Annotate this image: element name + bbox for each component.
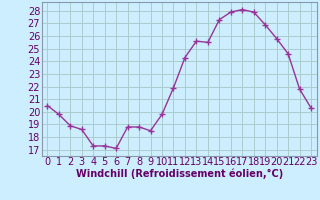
X-axis label: Windchill (Refroidissement éolien,°C): Windchill (Refroidissement éolien,°C) (76, 169, 283, 179)
